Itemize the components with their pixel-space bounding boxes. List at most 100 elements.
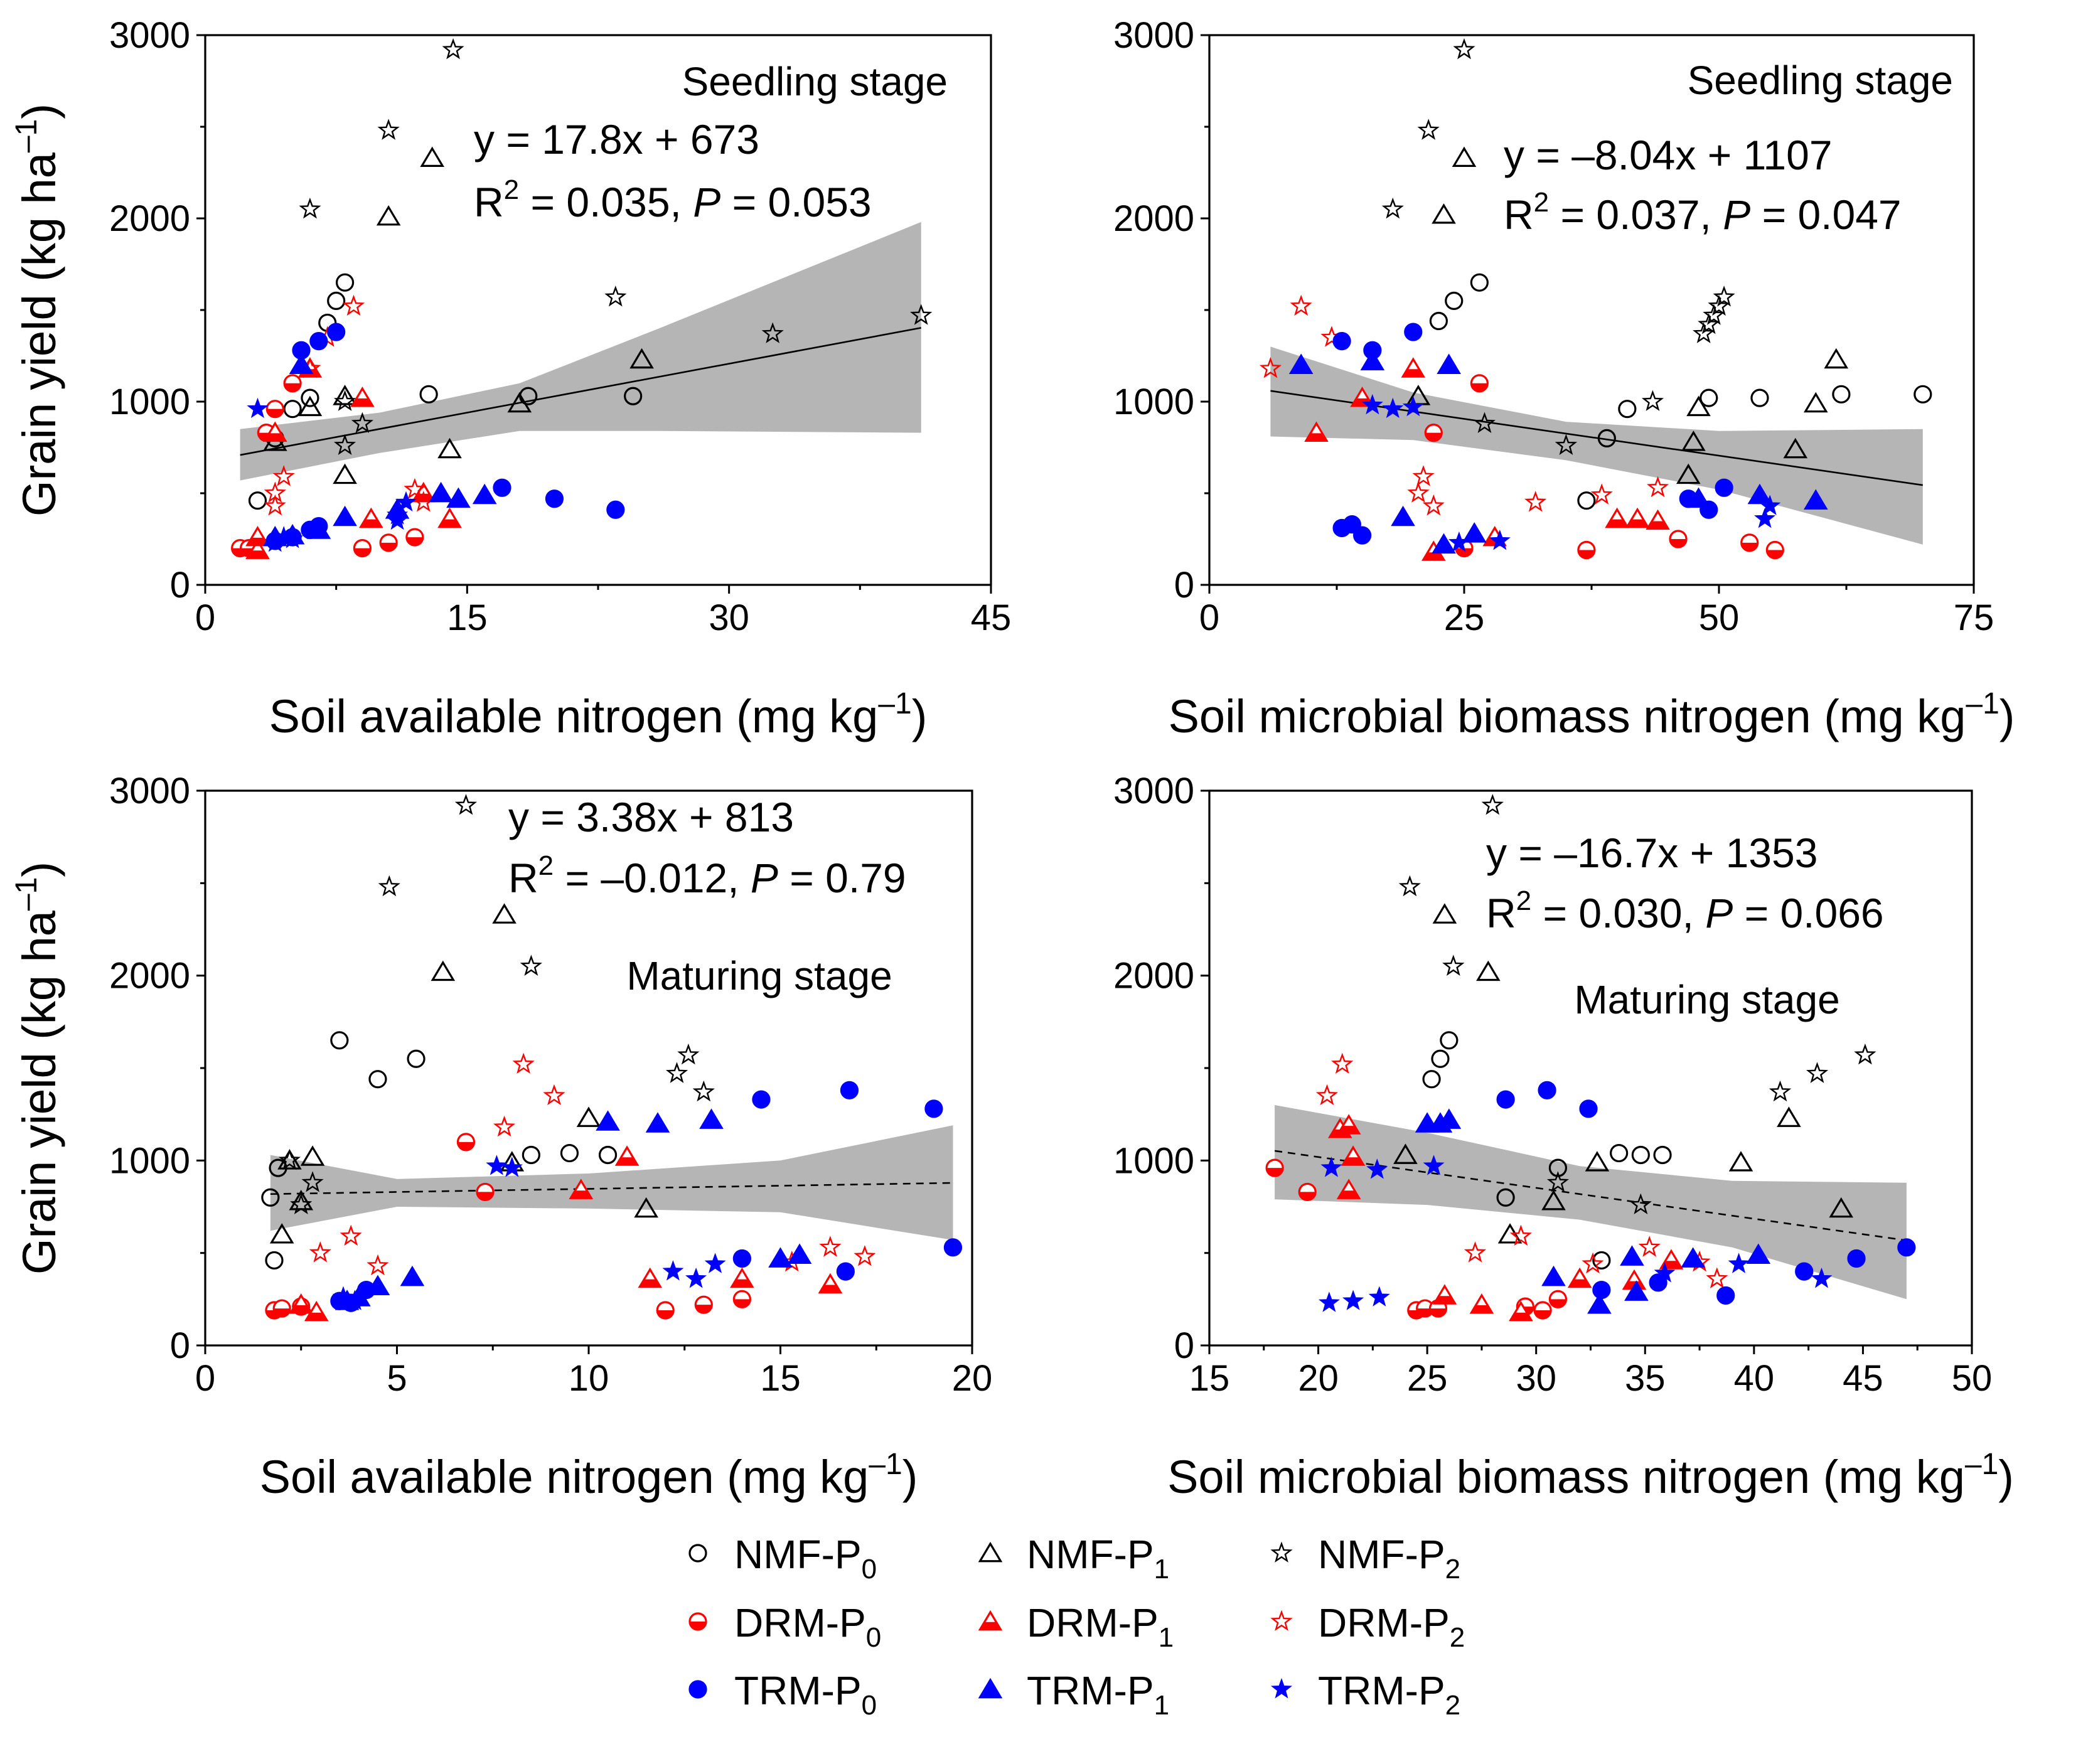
y-tick-label: 1000 xyxy=(109,1140,190,1181)
regression-stats: R2 = 0.035, P = 0.053 xyxy=(474,174,872,225)
series-nmf-p0 xyxy=(1429,273,1932,510)
data-point xyxy=(368,1070,387,1089)
legend-label-text: DRM-P xyxy=(734,1600,866,1645)
legend-label: DRM-P0 xyxy=(734,1600,881,1653)
data-point xyxy=(350,387,375,407)
data-point xyxy=(300,1145,325,1166)
legend-label-subscript: 1 xyxy=(1159,1622,1174,1653)
data-point xyxy=(1703,304,1725,325)
x-axis-label: Soil available nitrogen (mg kg–1) xyxy=(269,687,928,742)
data-point xyxy=(1541,1265,1566,1286)
confidence-band xyxy=(1270,346,1923,545)
r-squared-value: = 0.035, xyxy=(519,179,693,225)
y-axis-label-text: Grain yield (kg ha xyxy=(13,152,65,516)
series-drm-p2 xyxy=(1315,1052,1728,1288)
x-axis-label-text: Soil microbial biomass nitrogen (mg kg xyxy=(1167,1451,1965,1503)
data-point xyxy=(290,1193,313,1215)
data-point xyxy=(1442,954,1465,976)
y-tick-label: 1000 xyxy=(109,382,190,422)
x-axis-label-close: ) xyxy=(902,1451,918,1503)
y-axis-label: Grain yield (kg ha–1) xyxy=(10,862,65,1275)
series-nmf-p2 xyxy=(278,794,715,1215)
regression-stats: R2 = 0.037, P = 0.047 xyxy=(1504,187,1902,238)
data-point xyxy=(1464,1241,1487,1263)
data-point xyxy=(545,489,564,508)
data-point xyxy=(1304,421,1329,442)
regression-stats: R2 = –0.012, P = 0.79 xyxy=(508,850,906,901)
data-point xyxy=(732,1290,752,1308)
series-drm-p0 xyxy=(265,1133,752,1320)
data-point xyxy=(1341,1145,1366,1166)
data-point xyxy=(1681,430,1706,451)
data-point xyxy=(1592,1281,1611,1300)
data-point xyxy=(1298,1182,1317,1202)
data-point xyxy=(1422,1070,1441,1089)
data-point xyxy=(677,1043,700,1065)
data-point xyxy=(431,960,456,981)
x-axis-label: Soil available nitrogen (mg kg–1) xyxy=(260,1448,918,1503)
series-trm-p2 xyxy=(1361,393,1781,552)
p-value: = 0.066 xyxy=(1733,890,1883,936)
data-point xyxy=(1448,531,1470,552)
x-axis-label-exponent: –1 xyxy=(1965,1448,1998,1481)
x-tick-label: 45 xyxy=(1843,1358,1883,1399)
series-nmf-p2 xyxy=(299,38,933,456)
data-point xyxy=(1342,515,1361,534)
p-symbol: P xyxy=(1705,890,1733,936)
data-point xyxy=(301,388,319,407)
series-trm-p1 xyxy=(1415,1108,1771,1314)
data-point xyxy=(1897,1238,1916,1257)
data-point xyxy=(1489,529,1511,550)
x-tick-label: 0 xyxy=(195,597,215,638)
data-point xyxy=(1706,1267,1728,1288)
legend-label-subscript: 0 xyxy=(862,1554,877,1585)
legend-label: NMF-P1 xyxy=(1027,1532,1169,1585)
data-point xyxy=(340,1224,362,1246)
data-point xyxy=(330,1031,349,1050)
data-point xyxy=(1686,395,1711,417)
data-point xyxy=(1811,1267,1833,1288)
y-tick-label: 3000 xyxy=(109,771,190,811)
legend-label-text: TRM-P xyxy=(734,1668,862,1713)
y-axis-label-text: Grain yield (kg ha xyxy=(13,910,65,1275)
data-point xyxy=(1638,1236,1661,1257)
legend-marker xyxy=(1270,1678,1293,1699)
data-point xyxy=(344,1290,366,1310)
data-point xyxy=(692,1080,715,1102)
data-point xyxy=(486,1155,508,1175)
legend-label: DRM-P1 xyxy=(1027,1600,1174,1653)
data-point xyxy=(1824,348,1849,369)
legend-label-subscript: 2 xyxy=(1450,1622,1465,1653)
data-point xyxy=(543,1084,565,1106)
legend-label-subscript: 2 xyxy=(1445,1554,1460,1585)
legend-label: TRM-P2 xyxy=(1318,1668,1460,1721)
stage-label: Maturing stage xyxy=(1574,977,1839,1022)
legend-label-subscript: 0 xyxy=(862,1690,877,1721)
y-tick-label: 2000 xyxy=(109,198,190,239)
series-trm-p2 xyxy=(332,1155,726,1310)
series-nmf-p2 xyxy=(1398,794,1876,1215)
data-point xyxy=(1417,119,1440,140)
data-point xyxy=(1332,332,1351,351)
y-axis-label: Grain yield (kg ha–1) xyxy=(10,104,65,516)
data-point xyxy=(730,1267,754,1288)
data-point xyxy=(1404,323,1423,341)
data-point xyxy=(327,291,346,310)
data-point xyxy=(1440,1031,1459,1050)
legend-label-text: DRM-P xyxy=(1027,1600,1159,1645)
r-squared-exponent: 2 xyxy=(538,850,554,881)
legend-label-text: TRM-P xyxy=(1027,1668,1154,1713)
data-point xyxy=(304,1300,329,1322)
legend-label-text: NMF-P xyxy=(734,1532,862,1577)
data-point xyxy=(1676,463,1701,484)
data-point xyxy=(245,538,270,559)
data-point xyxy=(1759,494,1781,515)
data-point xyxy=(645,1112,670,1133)
data-point xyxy=(404,478,426,500)
data-point xyxy=(1746,1243,1771,1264)
confidence-band xyxy=(1275,1104,1907,1300)
data-point xyxy=(1509,1300,1533,1322)
series-nmf-p1 xyxy=(262,146,654,484)
y-axis-label-close: ) xyxy=(13,862,65,877)
